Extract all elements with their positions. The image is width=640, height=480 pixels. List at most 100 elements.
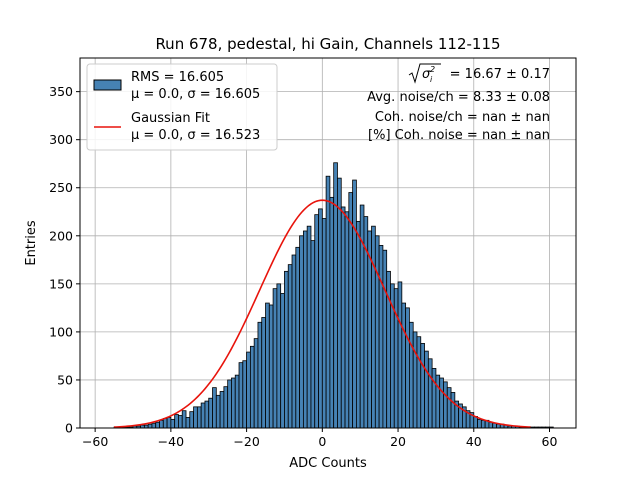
histogram-bar: [446, 387, 452, 429]
sigma-symbol: σ: [422, 67, 431, 82]
histogram-bar: [272, 288, 278, 429]
histogram-bar: [480, 419, 486, 429]
histogram-bar: [196, 406, 202, 429]
x-tick-label: −60: [82, 434, 108, 449]
histogram-bar: [371, 225, 376, 429]
histogram-bar: [276, 283, 282, 429]
histogram-bar: [329, 196, 335, 429]
legend-label-histogram: RMS = 16.605: [131, 70, 224, 85]
histogram-bar: [355, 220, 361, 429]
histogram-bar: [310, 240, 316, 429]
histogram-bar: [473, 416, 478, 429]
histogram-bar: [344, 211, 350, 429]
histogram-bar: [314, 214, 319, 429]
histogram-bar: [382, 249, 388, 429]
histogram-bar: [284, 270, 289, 429]
annotation-coherent-noise-percent: [%] Coh. noise = nan ± nan: [368, 128, 550, 143]
legend-label-fit: Gaussian Fit: [131, 111, 210, 126]
histogram-bar: [477, 418, 482, 429]
x-tick-label: 20: [390, 434, 406, 449]
histogram-bar: [185, 417, 191, 429]
plot-frame: [79, 57, 577, 429]
y-tick-label: 350: [49, 84, 73, 99]
histogram-bar: [253, 338, 259, 429]
histogram-bar: [302, 230, 308, 429]
histogram-bar: [374, 235, 380, 429]
histogram-bar: [238, 362, 244, 429]
histogram-bar: [420, 343, 425, 429]
annotation-coherent-noise: Coh. noise/ch = nan ± nan: [375, 110, 550, 125]
histogram-bar: [162, 417, 168, 429]
y-tick-label: 0: [65, 421, 73, 436]
histogram-bar: [287, 264, 293, 429]
histogram-bar: [212, 387, 217, 429]
chart-title: Run 678, pedestal, hi Gain, Channels 112…: [155, 35, 500, 53]
histogram-bar: [147, 423, 153, 429]
histogram-bar: [435, 374, 441, 429]
histogram-bar: [412, 331, 418, 429]
legend: RMS = 16.605 μ = 0.0, σ = 16.605 Gaussia…: [86, 63, 278, 151]
histogram-bar: [215, 394, 221, 429]
histogram-bar: [443, 381, 448, 429]
histogram-bar: [450, 392, 456, 429]
histogram-bar: [181, 410, 187, 429]
histogram-bar: [352, 179, 357, 429]
histogram-bar: [151, 422, 157, 429]
histogram-bar: [155, 421, 160, 429]
histogram-bar: [393, 288, 399, 429]
histogram-bar: [333, 162, 338, 429]
histogram-bar: [401, 302, 407, 429]
x-axis-label: ADC Counts: [289, 456, 367, 471]
histogram-bar: [496, 423, 501, 429]
y-tick-label: 200: [49, 228, 73, 243]
histogram-bar: [208, 397, 213, 429]
histogram-bar: [340, 206, 346, 429]
histogram-bar: [439, 377, 444, 429]
x-tick-label: 60: [542, 434, 558, 449]
histogram-bar: [246, 351, 251, 429]
legend-label-histogram-stats: μ = 0.0, σ = 16.605: [131, 87, 260, 102]
legend-box: [86, 63, 278, 151]
histogram-bar: [223, 386, 229, 429]
histogram-bar: [242, 360, 247, 429]
y-tick-label: 250: [49, 180, 73, 195]
x-tick-label: −40: [158, 434, 184, 449]
histogram-bar: [280, 293, 285, 429]
histogram-bar: [299, 235, 304, 429]
histogram-bar: [337, 177, 342, 429]
histogram-bar: [378, 245, 384, 429]
histogram-bar: [219, 391, 225, 429]
histogram-bar: [257, 321, 263, 429]
histogram-bar: [204, 400, 210, 429]
sigma-superscript: 2: [430, 65, 435, 74]
histogram-bar: [295, 246, 301, 429]
y-tick-label: 100: [49, 324, 73, 339]
annotation-total-noise: = 16.67 ± 0.17: [450, 67, 550, 82]
histogram-bar: [189, 411, 194, 429]
histogram-bar: [170, 418, 176, 429]
histogram-bar: [321, 218, 327, 429]
sigma-subscript: i: [430, 75, 433, 84]
y-axis-label: Entries: [24, 220, 39, 266]
histogram-bar: [397, 281, 403, 429]
y-axis-ticks: 0 50 100 150 200 250 300 350: [49, 84, 80, 436]
histogram-bar: [193, 406, 198, 429]
histogram-bar: [265, 302, 270, 429]
histogram-bar: [249, 345, 255, 429]
noise-annotations: σ 2 i = 16.67 ± 0.17 Avg. noise/ch = 8.3…: [367, 63, 550, 143]
histogram-bar: [166, 417, 172, 429]
y-tick-label: 150: [49, 276, 73, 291]
histogram-bar: [325, 175, 331, 429]
y-tick-label: 300: [49, 132, 73, 147]
annotation-avg-noise: Avg. noise/ch = 8.33 ± 0.08: [367, 90, 550, 105]
x-axis-ticks: −60 −40 −20 0 20 40 60: [82, 428, 558, 449]
legend-label-fit-stats: μ = 0.0, σ = 16.523: [131, 128, 260, 143]
histogram-bar: [159, 419, 164, 429]
histogram-bar: [431, 368, 437, 429]
histogram-bar: [306, 225, 312, 429]
histogram-bar: [424, 350, 429, 429]
x-tick-label: 40: [466, 434, 482, 449]
histogram-bars: [113, 162, 554, 429]
histogram-bar: [200, 402, 206, 429]
